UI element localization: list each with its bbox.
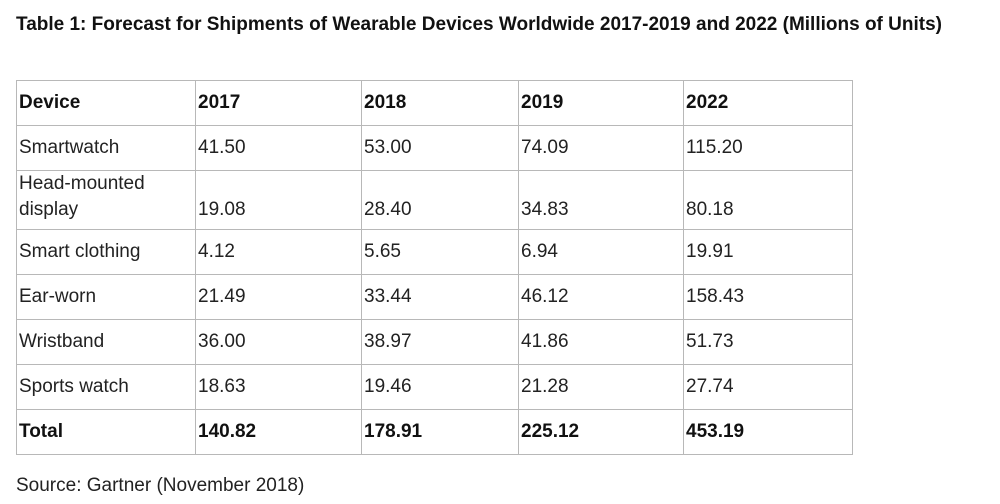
- value-cell: 21.49: [195, 274, 362, 320]
- table-row: Ear-worn 21.49 33.44 46.12 158.43: [16, 274, 853, 320]
- source-note: Source: Gartner (November 2018): [16, 475, 305, 496]
- value-cell: 19.08: [195, 170, 362, 230]
- value-cell: 41.86: [518, 319, 684, 365]
- header-2022: 2022: [683, 80, 853, 126]
- value-cell: 6.94: [518, 229, 684, 275]
- table-row: Head-mounted display 19.08 28.40 34.83 8…: [16, 170, 853, 230]
- value-cell: 18.63: [195, 364, 362, 410]
- value-cell: 28.40: [361, 170, 519, 230]
- device-cell: Smartwatch: [16, 125, 196, 171]
- total-2017: 140.82: [195, 409, 362, 455]
- device-cell: Head-mounted display: [16, 170, 196, 230]
- header-2017: 2017: [195, 80, 362, 126]
- value-cell: 21.28: [518, 364, 684, 410]
- table-row: Wristband 36.00 38.97 41.86 51.73: [16, 319, 853, 365]
- value-cell: 19.91: [683, 229, 853, 275]
- value-cell: 27.74: [683, 364, 853, 410]
- total-2019: 225.12: [518, 409, 684, 455]
- value-cell: 41.50: [195, 125, 362, 171]
- device-cell: Smart clothing: [16, 229, 196, 275]
- device-cell: Ear-worn: [16, 274, 196, 320]
- value-cell: 80.18: [683, 170, 853, 230]
- wearables-forecast-table: Device 2017 2018 2019 2022 Smartwatch 41…: [16, 80, 853, 455]
- total-label: Total: [16, 409, 196, 455]
- value-cell: 51.73: [683, 319, 853, 365]
- table-row: Smartwatch 41.50 53.00 74.09 115.20: [16, 125, 853, 171]
- table-total-row: Total 140.82 178.91 225.12 453.19: [16, 409, 853, 455]
- value-cell: 4.12: [195, 229, 362, 275]
- table-row: Smart clothing 4.12 5.65 6.94 19.91: [16, 229, 853, 275]
- value-cell: 158.43: [683, 274, 853, 320]
- total-2022: 453.19: [683, 409, 853, 455]
- value-cell: 115.20: [683, 125, 853, 171]
- table-row: Sports watch 18.63 19.46 21.28 27.74: [16, 364, 853, 410]
- value-cell: 34.83: [518, 170, 684, 230]
- header-2018: 2018: [361, 80, 519, 126]
- table-header-row: Device 2017 2018 2019 2022: [16, 80, 853, 126]
- total-2018: 178.91: [361, 409, 519, 455]
- device-cell: Wristband: [16, 319, 196, 365]
- value-cell: 53.00: [361, 125, 519, 171]
- value-cell: 74.09: [518, 125, 684, 171]
- value-cell: 19.46: [361, 364, 519, 410]
- device-cell: Sports watch: [16, 364, 196, 410]
- table-title: Table 1: Forecast for Shipments of Weara…: [16, 14, 942, 35]
- value-cell: 36.00: [195, 319, 362, 365]
- header-device: Device: [16, 80, 196, 126]
- value-cell: 33.44: [361, 274, 519, 320]
- value-cell: 46.12: [518, 274, 684, 320]
- header-2019: 2019: [518, 80, 684, 126]
- value-cell: 5.65: [361, 229, 519, 275]
- value-cell: 38.97: [361, 319, 519, 365]
